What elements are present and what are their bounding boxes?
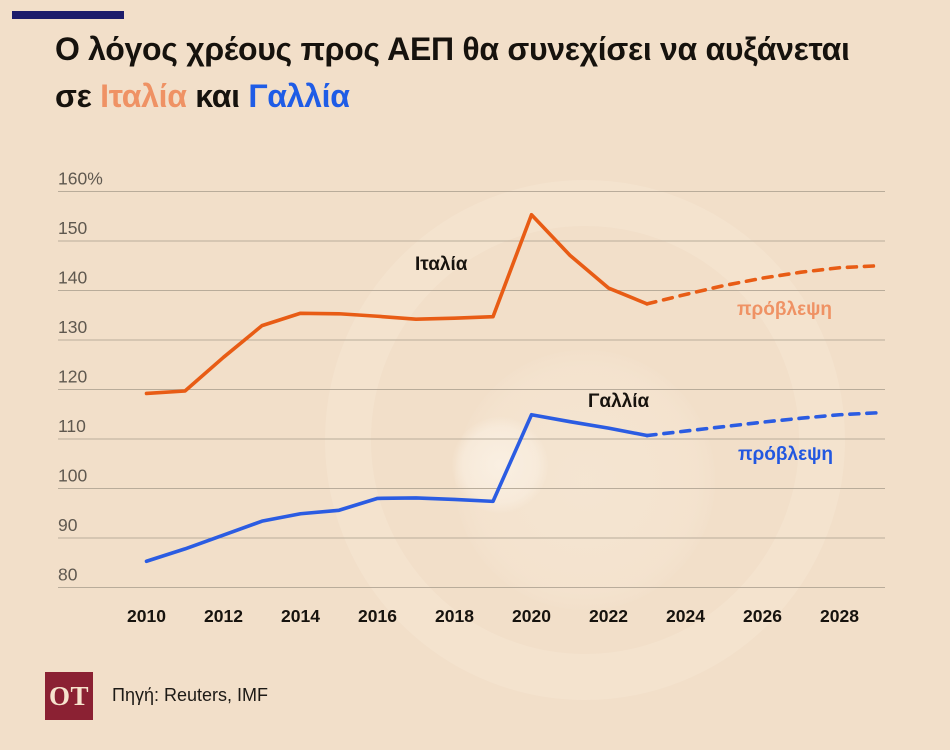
y-tick-label: 110 <box>58 416 86 436</box>
y-tick-label: 80 <box>58 565 78 585</box>
x-tick-label: 2020 <box>512 606 551 626</box>
y-tick-label: 100 <box>58 466 87 486</box>
italy-series-label: Ιταλία <box>415 254 468 275</box>
x-tick-label: 2016 <box>358 606 397 626</box>
Γαλλία-forecast-line <box>645 410 880 438</box>
title-france-word: Γαλλία <box>248 78 350 114</box>
y-tick-label: 150 <box>58 218 87 238</box>
y-tick-label: 90 <box>58 515 78 535</box>
x-tick-label: 2024 <box>666 606 705 626</box>
x-tick-label: 2012 <box>204 606 243 626</box>
title-prefix: σε <box>55 78 92 114</box>
y-tick-label: 130 <box>58 317 87 337</box>
france-series-label: Γαλλία <box>588 391 650 412</box>
y-tick-label: 120 <box>58 367 87 387</box>
source-text: Πηγή: Reuters, IMF <box>112 685 269 705</box>
title-and: και <box>195 78 240 114</box>
Ιταλία-line <box>144 212 649 396</box>
x-tick-label: 2014 <box>281 606 320 626</box>
x-tick-label: 2022 <box>589 606 628 626</box>
france-forecast-label: πρόβλεψη <box>738 444 834 465</box>
italy-forecast-label: πρόβλεψη <box>737 299 833 320</box>
y-tick-label: 160% <box>58 169 103 189</box>
title-italy-word: Ιταλία <box>100 78 187 114</box>
x-tick-label: 2018 <box>435 606 474 626</box>
x-tick-label: 2026 <box>743 606 782 626</box>
x-tick-label: 2028 <box>820 606 859 626</box>
x-tick-label: 2010 <box>127 606 166 626</box>
Ιταλία-forecast-line <box>645 263 880 306</box>
ot-logo: OT <box>45 672 93 720</box>
title-line1: Ο λόγος χρέους προς ΑΕΠ θα συνεχίσει να … <box>55 31 850 67</box>
chart-title: Ο λόγος χρέους προς ΑΕΠ θα συνεχίσει να … <box>55 26 925 120</box>
Γαλλία-line <box>144 412 649 564</box>
y-tick-label: 140 <box>58 268 87 288</box>
accent-bar <box>12 11 124 19</box>
